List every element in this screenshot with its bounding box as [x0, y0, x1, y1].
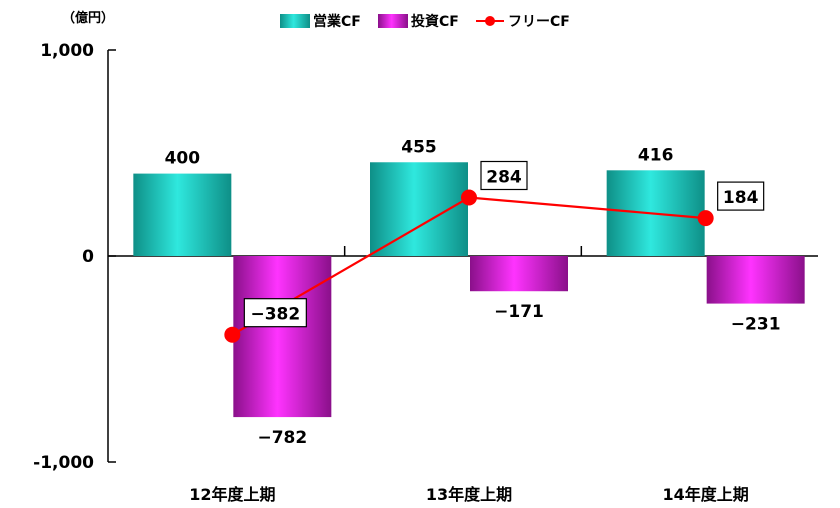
data-label-investing-cf: −782: [257, 428, 307, 448]
y-tick-label: 0: [82, 247, 94, 267]
legend-label-investing: 投資CF: [411, 13, 459, 30]
bar-investing-cf: [706, 256, 805, 304]
data-label-free-cf: 284: [486, 167, 522, 187]
y-tick-label: 1,000: [40, 41, 94, 61]
legend-swatch-operating: [280, 14, 310, 28]
x-category-label: 13年度上期: [426, 485, 512, 504]
data-label-investing-cf: −171: [494, 302, 544, 322]
marker-free-cf: [224, 326, 241, 343]
marker-free-cf: [697, 210, 714, 227]
data-label-free-cf: −382: [250, 305, 300, 325]
unit-label: （億円）: [62, 10, 114, 26]
legend: 営業CF 投資CF フリーCF: [280, 13, 570, 30]
data-label-operating-cf: 416: [638, 145, 674, 165]
data-label-free-cf: 184: [723, 188, 759, 208]
bar-investing-cf: [470, 256, 568, 292]
x-category-label: 12年度上期: [189, 485, 275, 504]
bar-operating-cf: [133, 173, 232, 256]
data-label-box-free-cf: [243, 298, 307, 328]
y-tick-label: -1,000: [33, 453, 94, 473]
data-label-box-free-cf: [717, 181, 765, 211]
legend-label-operating: 営業CF: [313, 13, 361, 30]
data-label-box-free-cf: [480, 160, 528, 191]
data-label-operating-cf: 455: [401, 137, 437, 157]
marker-free-cf: [461, 189, 477, 206]
legend-marker-free: [485, 16, 495, 26]
x-category-label: 14年度上期: [663, 485, 749, 504]
data-label-operating-cf: 400: [165, 149, 201, 169]
bar-investing-cf: [233, 256, 332, 418]
bar-operating-cf: [370, 162, 468, 256]
data-label-investing-cf: −231: [731, 315, 781, 335]
legend-label-free: フリーCF: [508, 14, 570, 30]
legend-swatch-investing: [378, 14, 408, 28]
